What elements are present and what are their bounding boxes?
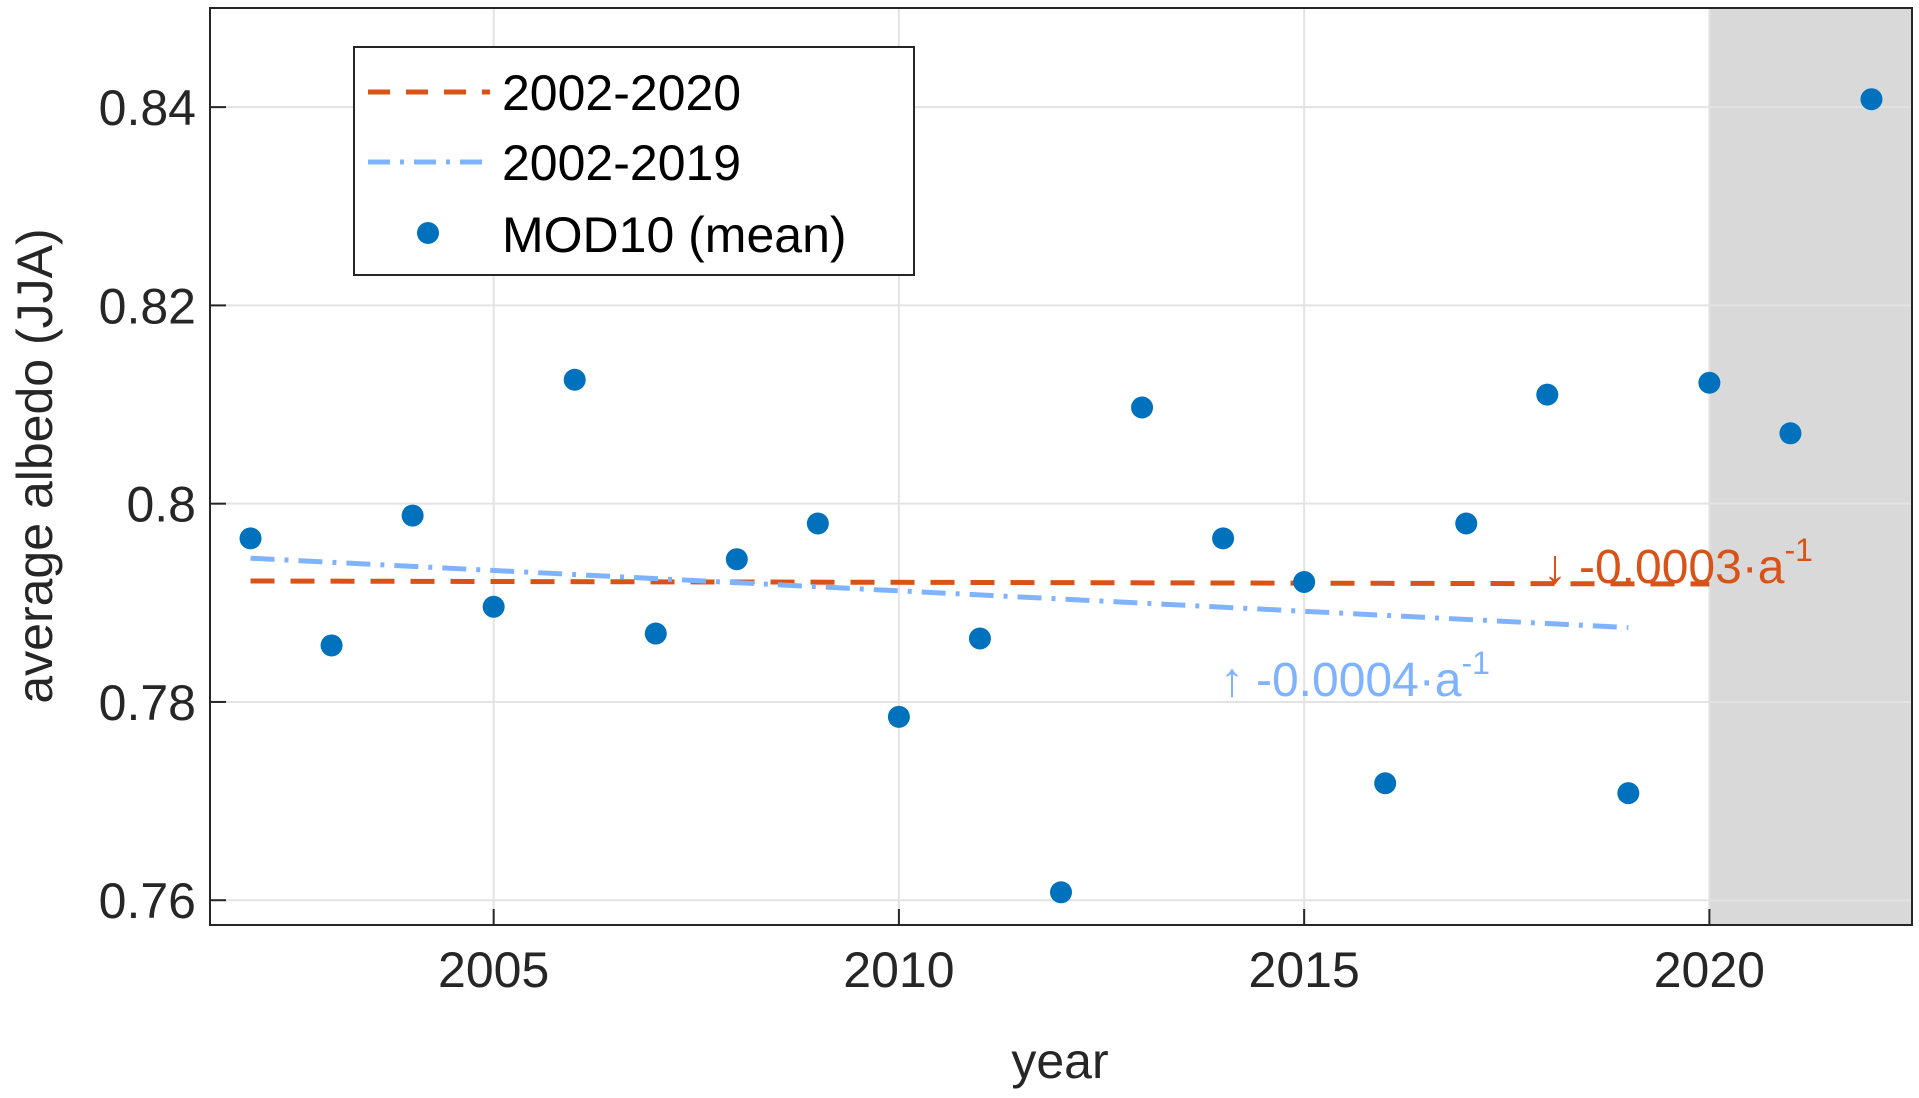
data-point-2022 [1860,88,1883,111]
y-tick-label: 0.84 [99,80,196,136]
annotation-2002-2019-superscript: -1 [1461,645,1489,681]
x-tick-label: 2020 [1654,942,1765,998]
trend-line-2002-2019 [250,555,1629,631]
y-tick-label: 0.8 [126,477,196,533]
ticks: 2005 2010 2015 2020 0.76 0.78 0.8 0.82 0.84 [99,80,1765,998]
data-point-2010 [887,705,910,728]
annotation-2002-2020-text: -0.0003·a [1579,541,1785,594]
data-point-2021 [1779,422,1802,445]
x-tick-label: 2005 [438,942,549,998]
annotation-2002-2020-superscript: -1 [1784,532,1812,568]
legend-label-2002-2020: 2002-2020 [502,65,741,121]
data-point-2005 [482,595,505,618]
trend-line-2002-2020 [250,578,1710,587]
trend-lines [250,555,1710,631]
y-tick-label: 0.76 [99,873,196,929]
data-point-2006 [563,368,586,391]
x-tick-label: 2010 [843,942,954,998]
legend-marker-mod10 [417,222,439,244]
data-point-2007 [644,622,667,645]
legend-label-mod10: MOD10 (mean) [502,207,847,263]
data-point-2019 [1617,782,1640,805]
x-axis-title: year [1011,1033,1108,1089]
annotation-2002-2019-trend: ↑ -0.0004·a-1 [1220,645,1490,707]
data-point-2014 [1212,527,1235,550]
x-tick-label: 2015 [1249,942,1360,998]
legend-label-2002-2019: 2002-2019 [502,135,741,191]
data-point-2016 [1374,772,1397,795]
data-point-2003 [320,634,343,657]
data-point-2009 [806,512,829,535]
y-axis-title: average albedo (JJA) [7,228,63,703]
data-point-2015 [1293,570,1316,593]
y-tick-label: 0.78 [99,675,196,731]
axes-box [209,7,1913,926]
data-point-2020 [1698,371,1721,394]
annotation-2002-2020-trend: ↓ -0.0003·a-1 [1543,532,1813,594]
data-point-2012 [1050,881,1072,904]
data-point-2018 [1536,383,1559,406]
data-points [239,88,1883,904]
annotation-2002-2020-arrow: ↓ [1543,541,1567,594]
annotation-2002-2019-text: -0.0004·a [1256,654,1462,707]
y-tick-label: 0.82 [99,278,196,334]
data-point-2004 [401,504,424,527]
data-point-2008 [725,548,748,571]
data-point-2017 [1455,512,1478,535]
data-point-2011 [968,627,991,650]
annotation-2002-2019-arrow: ↑ [1220,654,1244,707]
data-point-2013 [1131,396,1154,419]
data-point-2002 [239,527,262,550]
shaded-region [1709,8,1912,925]
legend: 2002-2020 2002-2019 MOD10 (mean) [353,46,915,276]
